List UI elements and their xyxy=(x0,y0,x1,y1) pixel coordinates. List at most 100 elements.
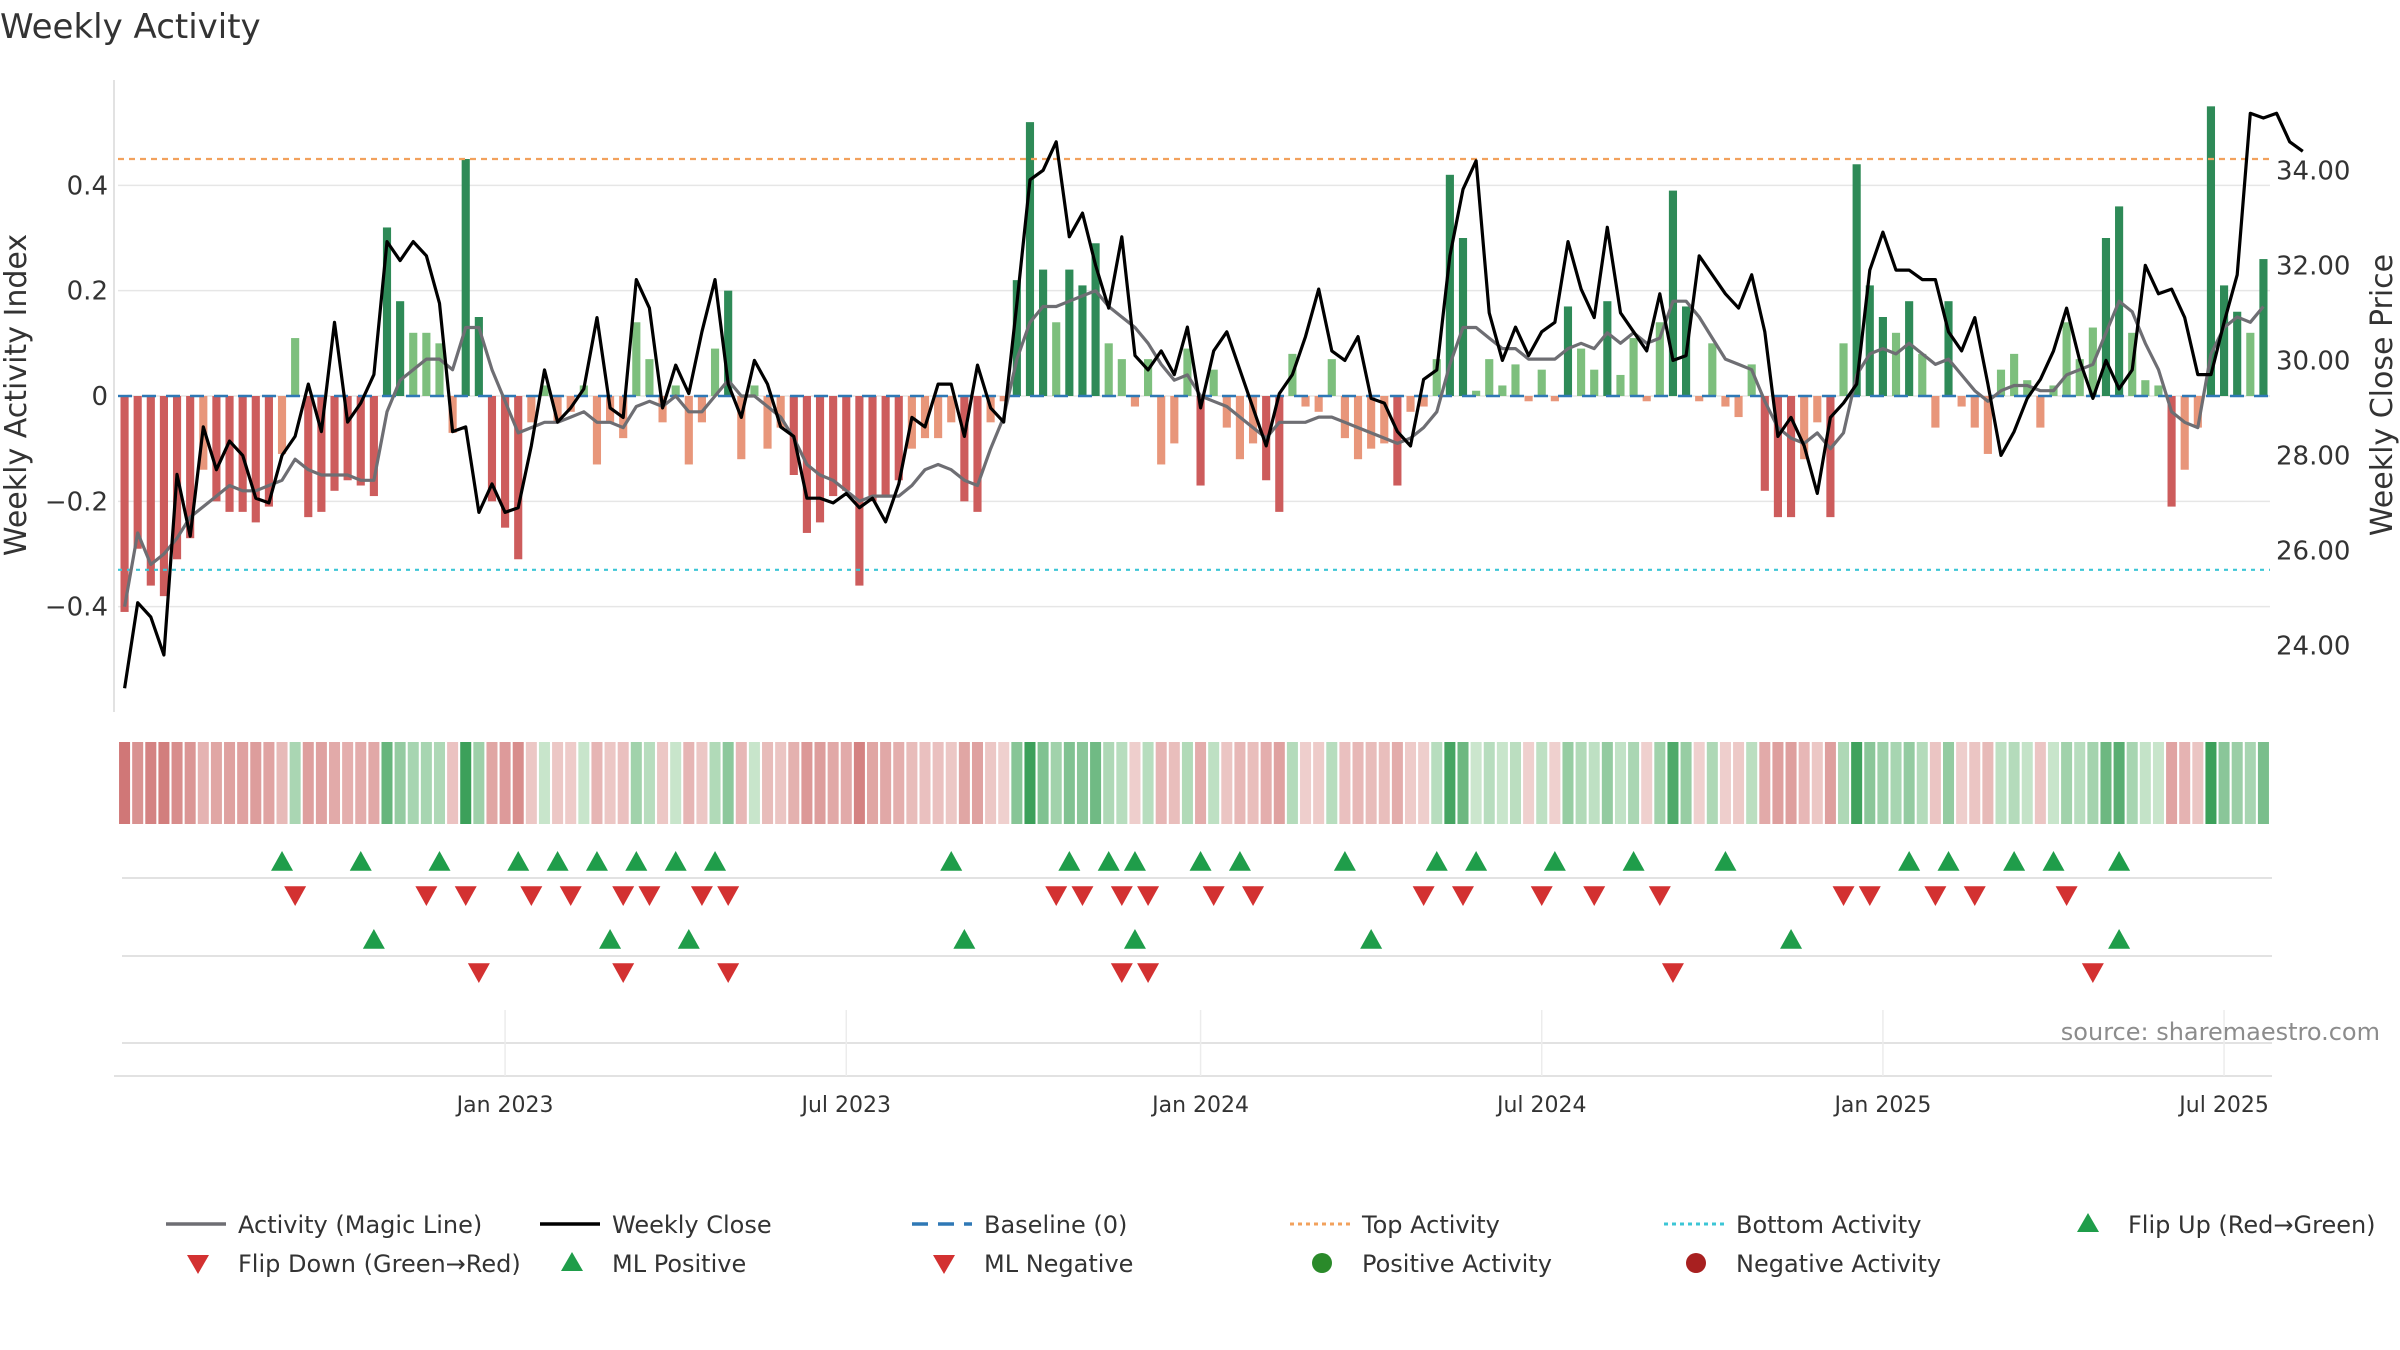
activity-bar xyxy=(1563,306,1573,396)
strip-cell xyxy=(775,742,787,824)
activity-bar xyxy=(1222,396,1231,428)
activity-bar xyxy=(710,348,720,396)
strip-cell xyxy=(552,742,564,824)
strip-cell xyxy=(1995,742,2007,824)
strip-cell xyxy=(893,742,905,824)
activity-bars xyxy=(120,106,2268,612)
activity-bar xyxy=(1052,322,1061,396)
strip-cell xyxy=(1614,742,1626,824)
y-tick-label: 0 xyxy=(91,382,108,412)
activity-bar xyxy=(1852,164,1861,396)
strip-cell xyxy=(709,742,721,824)
activity-bar xyxy=(697,396,706,423)
strip-cell xyxy=(1050,742,1062,824)
activity-bar xyxy=(1983,396,1992,454)
activity-bar xyxy=(2154,385,2163,396)
x-tick-label: Jan 2024 xyxy=(1150,1093,1249,1118)
strip-cell xyxy=(906,742,918,824)
activity-bar xyxy=(527,396,536,423)
flip-down-marker xyxy=(690,886,713,906)
flip-up-marker xyxy=(2003,851,2026,871)
activity-bar xyxy=(1012,280,1021,396)
flip-up-marker xyxy=(1543,851,1566,871)
activity-bar xyxy=(1367,396,1376,449)
strip-cell xyxy=(512,742,524,824)
strip-cell xyxy=(1470,742,1482,824)
activity-bar xyxy=(1078,285,1087,396)
activity-bar xyxy=(684,396,693,465)
activity-bar xyxy=(396,301,405,396)
strip-cell xyxy=(591,742,603,824)
activity-bar xyxy=(1419,396,1428,407)
legend-label: Weekly Close xyxy=(612,1211,772,1239)
legend-label: Positive Activity xyxy=(1362,1250,1552,1278)
activity-bar xyxy=(842,396,851,491)
activity-bar xyxy=(829,396,838,497)
activity-bar xyxy=(1786,396,1796,518)
activity-bar xyxy=(212,396,221,502)
strip-cell xyxy=(2021,742,2033,824)
legend-label: ML Negative xyxy=(984,1250,1133,1278)
strip-cell xyxy=(1286,742,1298,824)
activity-bar xyxy=(1721,396,1730,407)
strip-cell xyxy=(880,742,892,824)
flip-up-marker xyxy=(1465,851,1488,871)
flip-down-marker xyxy=(1832,886,1855,906)
strip-cell xyxy=(2126,742,2138,824)
strip-cell xyxy=(1339,742,1351,824)
strip-cell xyxy=(1824,742,1836,824)
strip-cell xyxy=(762,742,774,824)
strip-cell xyxy=(867,742,879,824)
series-lines xyxy=(123,111,2304,689)
y-tick-label: 0.4 xyxy=(67,171,108,201)
activity-bar xyxy=(251,396,260,523)
activity-bar xyxy=(920,396,930,439)
activity-bar xyxy=(1117,359,1126,396)
flip-up-marker xyxy=(1937,851,1960,871)
strip-cell xyxy=(2139,742,2151,824)
activity-bar xyxy=(1104,343,1113,396)
strip-cell xyxy=(1444,742,1456,824)
y2-tick-label: 34.00 xyxy=(2276,156,2350,186)
strip-cell xyxy=(1431,742,1443,824)
activity-bar xyxy=(461,159,470,396)
strip-cell xyxy=(853,742,865,824)
activity-bar xyxy=(1091,243,1100,396)
strip-cell xyxy=(578,742,590,824)
strip-cell xyxy=(670,742,682,824)
legend-label: Baseline (0) xyxy=(984,1211,1127,1239)
activity-bar xyxy=(1878,317,1887,396)
legend-swatch-triangle-down xyxy=(187,1255,209,1274)
strip-cell xyxy=(1391,742,1403,824)
strip-cell xyxy=(1890,742,1902,824)
activity-bar xyxy=(369,396,378,497)
ml-negative-marker xyxy=(612,963,635,983)
activity-bar xyxy=(2259,259,2268,396)
ml-negative-marker xyxy=(2081,963,2104,983)
strip-cell xyxy=(985,742,997,824)
activity-bar xyxy=(2246,332,2255,396)
strip-cell xyxy=(840,742,852,824)
activity-bar xyxy=(2075,359,2084,396)
activity-bar xyxy=(934,396,943,439)
strip-cell xyxy=(2218,742,2230,824)
y-tick-label: −0.4 xyxy=(45,593,108,623)
flip-down-marker xyxy=(1412,886,1435,906)
strip-cell xyxy=(1155,742,1167,824)
strip-cell xyxy=(1772,742,1784,824)
activity-bar xyxy=(1839,343,1848,396)
activity-bar xyxy=(763,396,772,449)
flip-up-marker xyxy=(1097,851,1120,871)
activity-bar xyxy=(973,396,982,512)
flip-down-marker xyxy=(1963,886,1986,906)
legend-label: Negative Activity xyxy=(1736,1250,1941,1278)
flip-down-marker xyxy=(717,886,740,906)
activity-bar xyxy=(815,396,825,523)
activity-bar xyxy=(356,396,365,486)
strip-cell xyxy=(1116,742,1128,824)
strip-cell xyxy=(473,742,485,824)
chart-title: Weekly Activity xyxy=(0,7,261,47)
strip-cell xyxy=(735,742,747,824)
y-ticks: 0.4 0.2 0 −0.2 −0.4 xyxy=(45,171,108,622)
